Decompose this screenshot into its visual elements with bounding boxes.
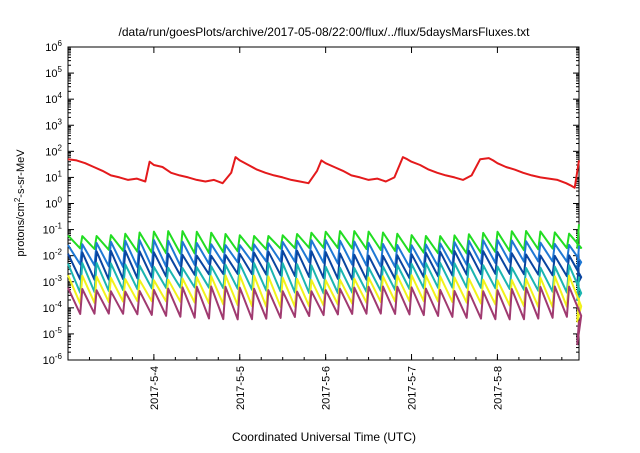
x-tick-label: 2017-5-5 — [235, 366, 247, 410]
series-line — [67, 156, 580, 189]
series-group — [67, 156, 583, 346]
y-tick-label: 101 — [45, 169, 62, 184]
y-tick-label: 10-5 — [43, 326, 63, 341]
series-line — [67, 285, 583, 346]
y-tick-label: 10-4 — [43, 300, 63, 315]
series-line — [67, 224, 583, 255]
y-tick-label: 106 — [45, 39, 62, 54]
y-axis-label: protons/cm2-s-sr-MeV — [13, 149, 28, 257]
x-tick-label: 2017-5-8 — [492, 366, 504, 410]
y-tick-label: 100 — [45, 196, 62, 211]
x-tick-label: 2017-5-7 — [407, 366, 419, 410]
y-axis-label-text: protons/cm2-s-sr-MeV — [13, 149, 28, 257]
x-tick-label: 2017-5-6 — [321, 366, 333, 410]
x-axis: 2017-5-4 2017-5-5 2017-5-6 2017-5-7 2017-5-8 — [67, 47, 563, 410]
y-tick-label: 104 — [45, 91, 62, 106]
series-line — [67, 261, 583, 301]
y-tick-label: 103 — [45, 117, 62, 132]
x-axis-label: Coordinated Universal Time (UTC) — [232, 430, 416, 444]
x-tick-label: 2017-5-4 — [149, 366, 161, 410]
y-tick-label: 10-6 — [43, 352, 63, 367]
series-line — [67, 249, 583, 286]
y-tick-label: 102 — [45, 143, 62, 158]
y-axis: 106 105 104 103 102 101 100 10-1 10-2 10-3 10-4 10-… — [43, 39, 579, 367]
series-line — [67, 239, 583, 271]
y-tick-label: 10-1 — [43, 222, 63, 237]
y-tick-label: 10-2 — [43, 248, 63, 263]
y-tick-label: 105 — [45, 65, 62, 80]
chart-title: /data/run/goesPlots/archive/2017-05-08/2… — [119, 25, 531, 39]
y-tick-label: 10-3 — [43, 274, 63, 289]
series-line — [67, 274, 583, 323]
